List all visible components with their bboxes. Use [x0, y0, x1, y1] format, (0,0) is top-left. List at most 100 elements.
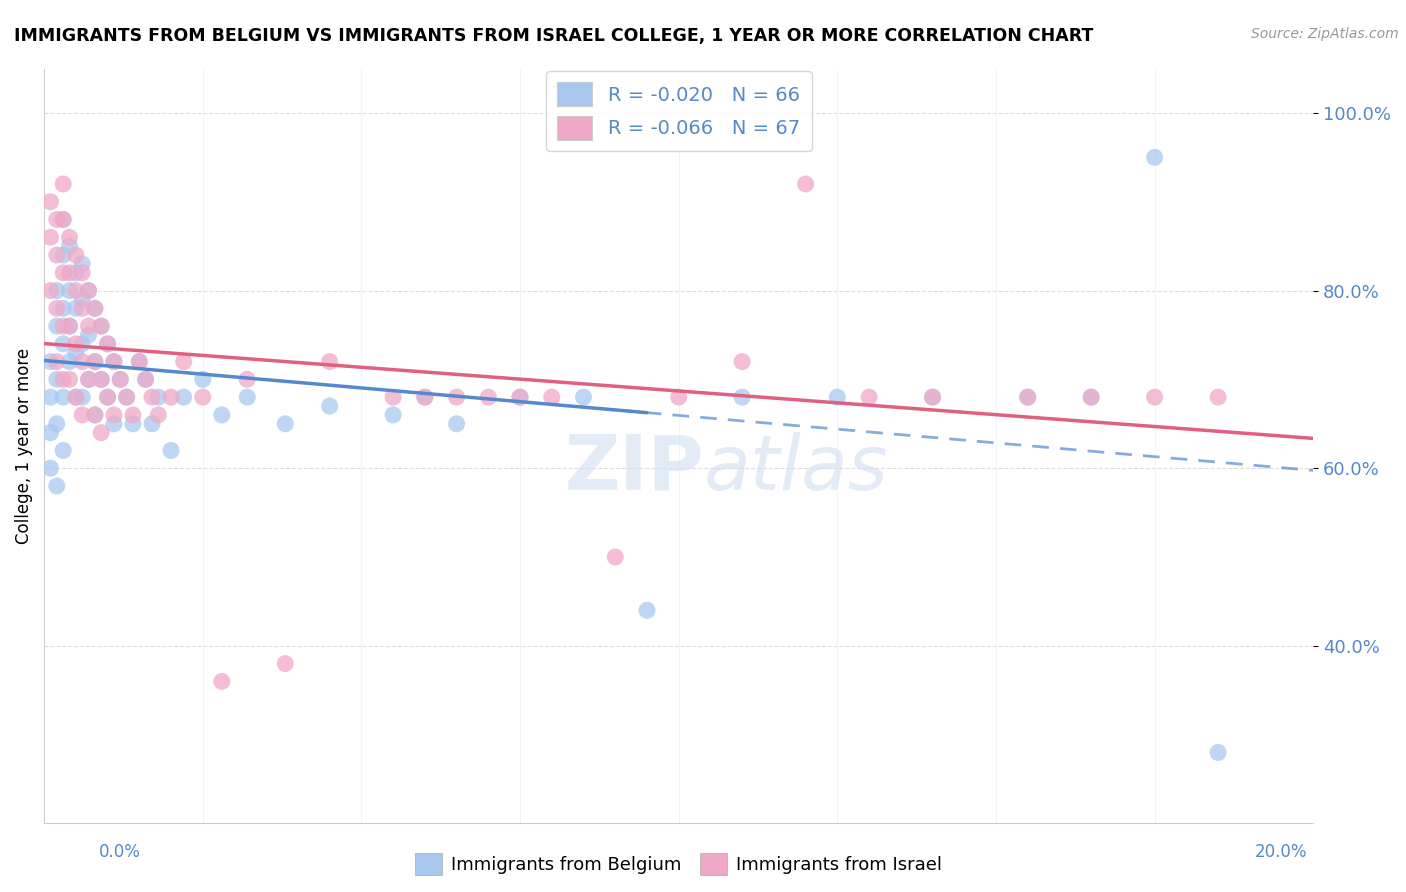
Point	[103, 408, 125, 422]
Point	[65, 345, 87, 359]
Point	[921, 390, 943, 404]
Text: 0.0%: 0.0%	[98, 843, 141, 861]
Point	[141, 417, 163, 431]
Point	[70, 293, 93, 307]
Point	[83, 408, 105, 422]
Point	[794, 177, 817, 191]
Point	[70, 301, 93, 316]
Point	[103, 354, 125, 368]
Point	[39, 284, 62, 298]
Point	[446, 417, 468, 431]
Point	[191, 372, 214, 386]
Point	[236, 390, 259, 404]
Point	[77, 284, 100, 298]
Legend: R = -0.020   N = 66, R = -0.066   N = 67: R = -0.020 N = 66, R = -0.066 N = 67	[546, 70, 811, 151]
Point	[191, 390, 214, 404]
Text: Source: ZipAtlas.com: Source: ZipAtlas.com	[1251, 27, 1399, 41]
Point	[97, 336, 120, 351]
Point	[70, 390, 93, 404]
Point	[52, 372, 75, 386]
Point	[65, 248, 87, 262]
Point	[65, 390, 87, 404]
Point	[45, 372, 67, 386]
Point	[52, 336, 75, 351]
Point	[65, 284, 87, 298]
Point	[318, 354, 340, 368]
Point	[58, 266, 80, 280]
Point	[1143, 390, 1166, 404]
Point	[52, 390, 75, 404]
Point	[668, 390, 690, 404]
Point	[274, 417, 297, 431]
Point	[52, 212, 75, 227]
Point	[70, 408, 93, 422]
Point	[236, 372, 259, 386]
Point	[97, 336, 120, 351]
Point	[173, 354, 195, 368]
Point	[45, 354, 67, 368]
Point	[65, 266, 87, 280]
Point	[115, 390, 138, 404]
Point	[90, 372, 112, 386]
Point	[211, 408, 233, 422]
Point	[45, 417, 67, 431]
Point	[148, 408, 170, 422]
Point	[45, 284, 67, 298]
Point	[83, 301, 105, 316]
Text: ZIP: ZIP	[565, 432, 704, 506]
Point	[103, 417, 125, 431]
Point	[90, 372, 112, 386]
Point	[572, 390, 595, 404]
Point	[1206, 746, 1229, 760]
Point	[110, 372, 132, 386]
Point	[58, 319, 80, 334]
Point	[122, 408, 145, 422]
Text: atlas: atlas	[704, 432, 889, 506]
Point	[160, 390, 183, 404]
Point	[731, 390, 754, 404]
Point	[77, 372, 100, 386]
Point	[70, 266, 93, 280]
Point	[58, 319, 80, 334]
Point	[52, 212, 75, 227]
Point	[446, 390, 468, 404]
Point	[128, 354, 150, 368]
Point	[135, 372, 157, 386]
Point	[731, 354, 754, 368]
Point	[77, 328, 100, 343]
Point	[148, 390, 170, 404]
Point	[70, 354, 93, 368]
Point	[39, 230, 62, 244]
Point	[509, 390, 531, 404]
Point	[77, 319, 100, 334]
Point	[45, 212, 67, 227]
Point	[1017, 390, 1039, 404]
Point	[509, 390, 531, 404]
Point	[45, 301, 67, 316]
Point	[65, 390, 87, 404]
Point	[318, 399, 340, 413]
Point	[1080, 390, 1102, 404]
Y-axis label: College, 1 year or more: College, 1 year or more	[15, 348, 32, 544]
Point	[39, 461, 62, 475]
Point	[1017, 390, 1039, 404]
Point	[636, 603, 658, 617]
Point	[83, 354, 105, 368]
Point	[97, 390, 120, 404]
Point	[52, 301, 75, 316]
Point	[1206, 390, 1229, 404]
Point	[45, 319, 67, 334]
Point	[45, 248, 67, 262]
Text: 20.0%: 20.0%	[1256, 843, 1308, 861]
Point	[103, 354, 125, 368]
Point	[90, 319, 112, 334]
Point	[128, 354, 150, 368]
Point	[413, 390, 436, 404]
Text: IMMIGRANTS FROM BELGIUM VS IMMIGRANTS FROM ISRAEL COLLEGE, 1 YEAR OR MORE CORREL: IMMIGRANTS FROM BELGIUM VS IMMIGRANTS FR…	[14, 27, 1094, 45]
Point	[58, 354, 80, 368]
Point	[58, 372, 80, 386]
Point	[52, 266, 75, 280]
Point	[83, 408, 105, 422]
Point	[83, 301, 105, 316]
Point	[52, 248, 75, 262]
